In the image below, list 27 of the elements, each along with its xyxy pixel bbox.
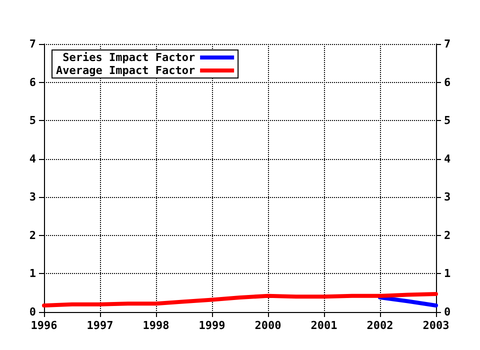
y2-tick-label: 3	[444, 190, 451, 204]
y-tick-label: 7	[29, 38, 36, 50]
x-tick-label: 1999	[198, 319, 226, 332]
y2-tick-label: 7	[444, 38, 451, 50]
x-tick-label: 1998	[142, 319, 170, 332]
x-tick-label: 1996	[30, 319, 58, 332]
y-tick-label: 3	[29, 190, 36, 204]
x-tick-label: 1997	[86, 319, 114, 332]
y-tick-label: 4	[29, 152, 36, 166]
y2-tick-label: 4	[444, 152, 451, 166]
x-tick-label: 2003	[422, 319, 450, 332]
y-tick-label: 2	[29, 228, 36, 242]
y2-tick-label: 6	[444, 76, 451, 89]
legend-label: Average Impact Factor	[56, 64, 196, 77]
y2-tick-label: 2	[444, 228, 451, 242]
y-tick-label: 1	[29, 267, 36, 280]
y2-tick-label: 0	[444, 306, 451, 318]
y-tick-label: 6	[29, 76, 36, 89]
y-tick-label: 0	[29, 306, 36, 318]
y-tick-label: 5	[29, 114, 36, 128]
x-tick-label: 2000	[254, 319, 282, 332]
line-series	[42, 292, 438, 308]
x-tick-label: 2001	[310, 319, 338, 332]
y2-tick-label: 1	[444, 267, 451, 280]
y2-tick-label: 5	[444, 114, 451, 128]
x-tick-label: 2002	[366, 319, 394, 332]
legend-label: Series Impact Factor	[62, 51, 196, 64]
